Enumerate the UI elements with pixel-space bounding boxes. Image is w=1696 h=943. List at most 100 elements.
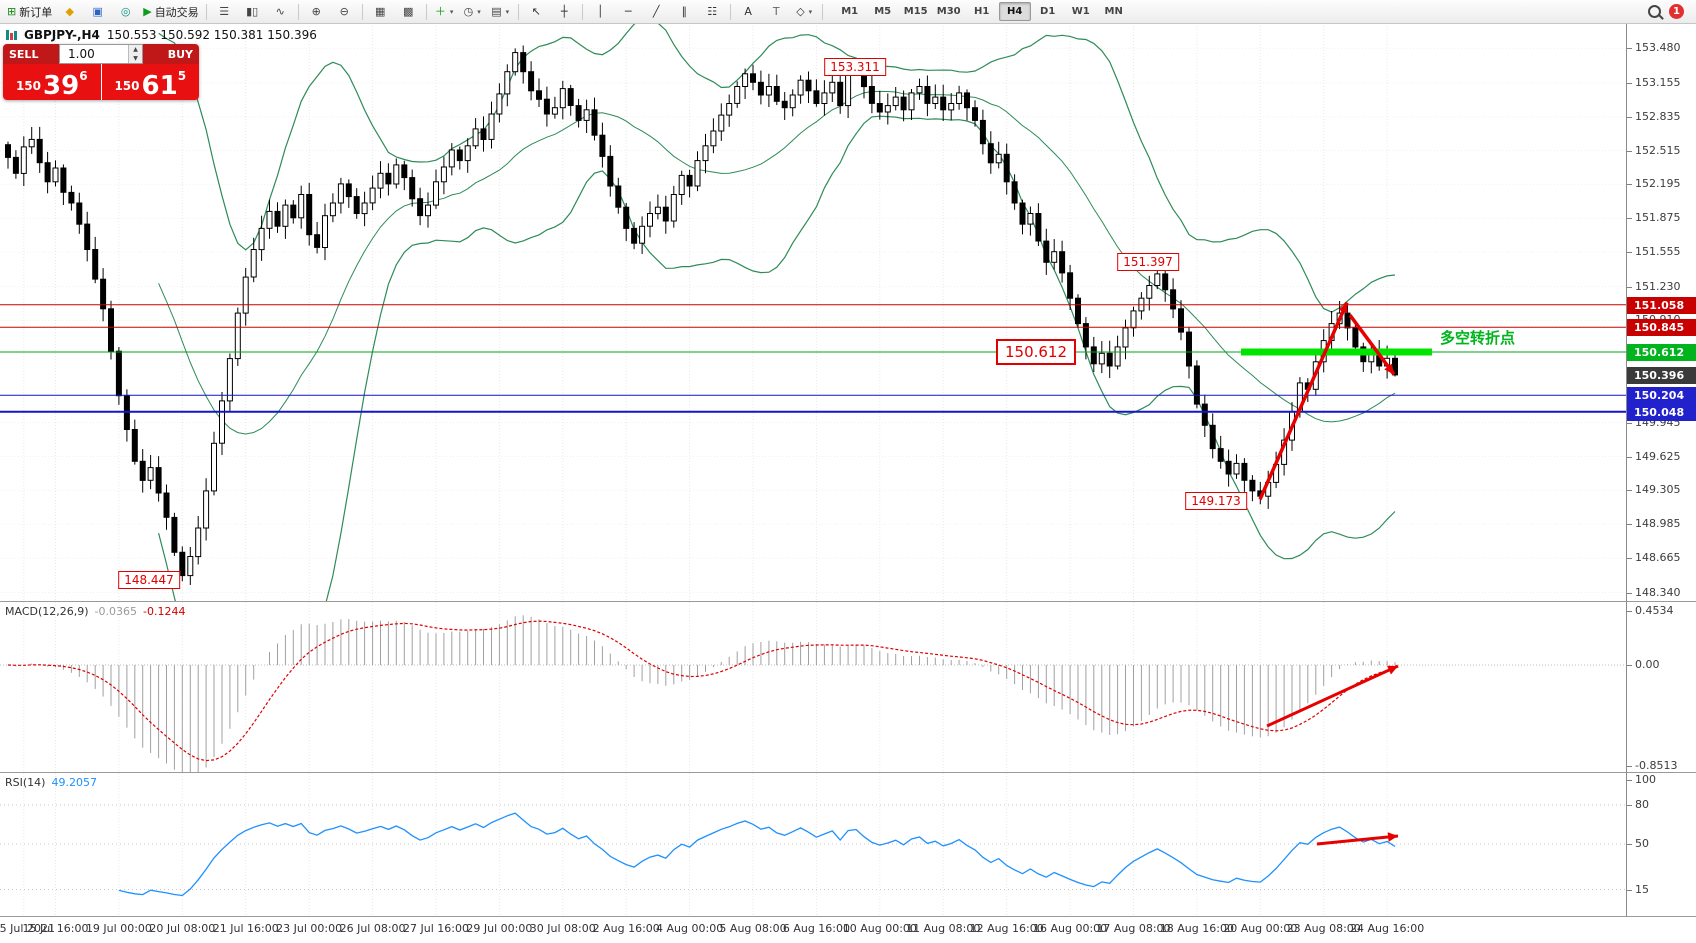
timeframe-m5-button[interactable]: M5 [874, 6, 892, 17]
buy-price-prefix: 150 [114, 79, 140, 93]
spin-up-icon[interactable]: ▲ [129, 45, 142, 54]
horizontal-line-button[interactable]: ─ [615, 1, 642, 22]
zoom-out-button[interactable]: ⊖ [331, 1, 358, 22]
price-axis-tick: 152.515 [1627, 143, 1681, 157]
channel-button[interactable]: ∥ [671, 1, 698, 22]
shapes-button[interactable]: ◇ ▾ [791, 1, 818, 22]
price-axis-tick: 152.835 [1627, 109, 1681, 123]
terminal-button[interactable]: ▣ [84, 1, 111, 22]
timeframe-h4-button[interactable]: H4 [998, 2, 1031, 21]
sell-price-sup: 6 [79, 69, 88, 83]
rsi-indicator-panel[interactable]: RSI(14) 49.2057 [0, 773, 1626, 917]
tile-windows-button[interactable]: ▦ [367, 1, 394, 22]
spin-down-icon[interactable]: ▼ [129, 54, 142, 63]
time-axis-label: 5 Aug 08:00 [719, 922, 787, 935]
time-axis-label: 23 Aug 08:00 [1286, 922, 1361, 935]
toolbar-separator [361, 3, 363, 20]
timeframe-m1-button[interactable]: M1 [841, 6, 859, 17]
timeframe-w1-button[interactable]: W1 [1071, 6, 1090, 17]
price-axis-tick: 149.305 [1627, 483, 1681, 497]
notification-badge[interactable]: 1 [1669, 4, 1684, 19]
dropdown-caret-icon: ▾ [505, 7, 510, 16]
time-axis-label: 19 Jul 00:00 [85, 922, 152, 935]
terminal-blue-icon: ▣ [92, 5, 103, 18]
shapes-icon: ◇ [796, 5, 805, 18]
rsi-axis-tick: 100 [1627, 773, 1656, 786]
macd-axis[interactable]: 0.4534 0.00 -0.8513 [1626, 602, 1696, 773]
cursor-button[interactable]: ↖ [523, 1, 550, 22]
candle-chart-button[interactable]: ▮▯ [239, 1, 266, 22]
tiles-icon: ▦ [374, 5, 386, 18]
plus-green-icon: ＋ [434, 5, 446, 18]
price-axis-tick: 153.155 [1627, 75, 1681, 89]
toolbar-separator [517, 3, 519, 20]
text-label-button[interactable]: T [763, 1, 790, 22]
bar-chart-button[interactable]: ☰ [211, 1, 238, 22]
fibonacci-button[interactable]: ☷ [699, 1, 726, 22]
candles-icon: ▮▯ [246, 5, 259, 18]
volume-spinner[interactable]: ▲ ▼ [128, 45, 142, 63]
timeframe-mn-button[interactable]: MN [1104, 6, 1123, 17]
time-axis-label: 4 Aug 00:00 [656, 922, 724, 935]
text-button[interactable]: A [735, 1, 762, 22]
time-axis-label: 27 Jul 16:00 [402, 922, 469, 935]
vertical-line-button[interactable]: │ [587, 1, 614, 22]
price-axis-tick: 148.985 [1627, 517, 1681, 531]
toolbar-button-label: 新订单 [19, 5, 53, 19]
buy-price-button[interactable]: 150 61 5 [101, 64, 199, 100]
chart-icon [6, 30, 17, 40]
price-axis-tick: 153.480 [1627, 41, 1681, 55]
macd-indicator-panel[interactable]: MACD(12,26,9) -0.0365 -0.1244 [0, 602, 1626, 773]
periods-button[interactable]: ◷ ▾ [459, 1, 486, 22]
main-chart-panel[interactable]: GBPJPY-,H4 150.553 150.592 150.381 150.3… [0, 23, 1626, 602]
ohlc-values: 150.553 150.592 150.381 150.396 [106, 28, 317, 42]
main-chart-canvas[interactable] [0, 23, 1626, 601]
zoom-in-button[interactable]: ⊕ [303, 1, 330, 22]
time-axis-label: 2 Aug 16:00 [592, 922, 660, 935]
crosshair-button[interactable]: ┼ [551, 1, 578, 22]
line-chart-button[interactable]: ∿ [267, 1, 294, 22]
volume-stepper[interactable]: 1.00 ▲ ▼ [59, 44, 143, 64]
one-click-trading-widget: SELL 1.00 ▲ ▼ BUY 150 39 6 150 61 5 [3, 44, 199, 100]
timeframe-m15-button[interactable]: M15 [903, 6, 928, 17]
macd-canvas[interactable] [0, 602, 1626, 772]
main-toolbar: ⊞ 新订单 ◆ ▣ ◎ ▶ 自动交易 ☰ ▮▯ ∿ ⊕ ⊖ ▦ ▩ ＋ ▾ ◷ ▾ ▤ ▾ ↖ ┼ │ ─ ╱ ∥ ☷ A T ◇ ▾ M1… [0, 0, 1696, 24]
templates-button[interactable]: ▤ ▾ [487, 1, 514, 22]
cursor-icon: ↖ [531, 5, 541, 18]
toolbar-separator [581, 3, 583, 20]
price-callout-label: 150.612 [995, 339, 1077, 365]
buy-button[interactable]: BUY [143, 44, 199, 64]
sell-price-big: 39 [43, 71, 80, 100]
template-icon: ▤ [491, 5, 502, 18]
sell-button[interactable]: SELL [3, 44, 59, 64]
arrange-windows-button[interactable]: ▩ [395, 1, 422, 22]
hline-icon: ─ [624, 5, 632, 18]
time-axis-label: 24 Aug 16:00 [1350, 922, 1425, 935]
sell-price-button[interactable]: 150 39 6 [3, 64, 101, 100]
price-axis-tick: 152.195 [1627, 177, 1681, 191]
trendline-button[interactable]: ╱ [643, 1, 670, 22]
indicators-button[interactable]: ＋ ▾ [431, 1, 458, 22]
timeframe-h1-button[interactable]: H1 [974, 6, 990, 17]
turning-point-annotation: 多空转折点 [1440, 329, 1516, 348]
cascade-icon: ▩ [402, 5, 414, 18]
rsi-canvas[interactable] [0, 773, 1626, 916]
price-axis-tick: 151.875 [1627, 211, 1681, 225]
rsi-axis-tick: 15 [1627, 882, 1649, 896]
timeframe-m30-button[interactable]: M30 [936, 6, 961, 17]
play-green-icon: ▶ [143, 5, 152, 18]
time-axis-label: 20 Aug 00:00 [1223, 922, 1298, 935]
metaeditor-button[interactable]: ◆ [56, 1, 83, 22]
rsi-axis[interactable]: 100 80 50 15 [1626, 773, 1696, 917]
price-axis[interactable]: 153.480 153.155 152.835 152.515 152.195 151.8… [1626, 23, 1696, 602]
timeframe-d1-button[interactable]: D1 [1040, 6, 1056, 17]
new-order-button[interactable]: ⊞ 新订单 [4, 1, 55, 22]
strategy-tester-button[interactable]: ◎ [112, 1, 139, 22]
auto-trading-button[interactable]: ▶ 自动交易 [140, 1, 201, 22]
search-icon[interactable] [1648, 5, 1661, 18]
trendline-icon: ╱ [652, 5, 660, 18]
rsi-axis-tick: 50 [1627, 837, 1649, 850]
macd-name: MACD(12,26,9) [5, 605, 89, 618]
